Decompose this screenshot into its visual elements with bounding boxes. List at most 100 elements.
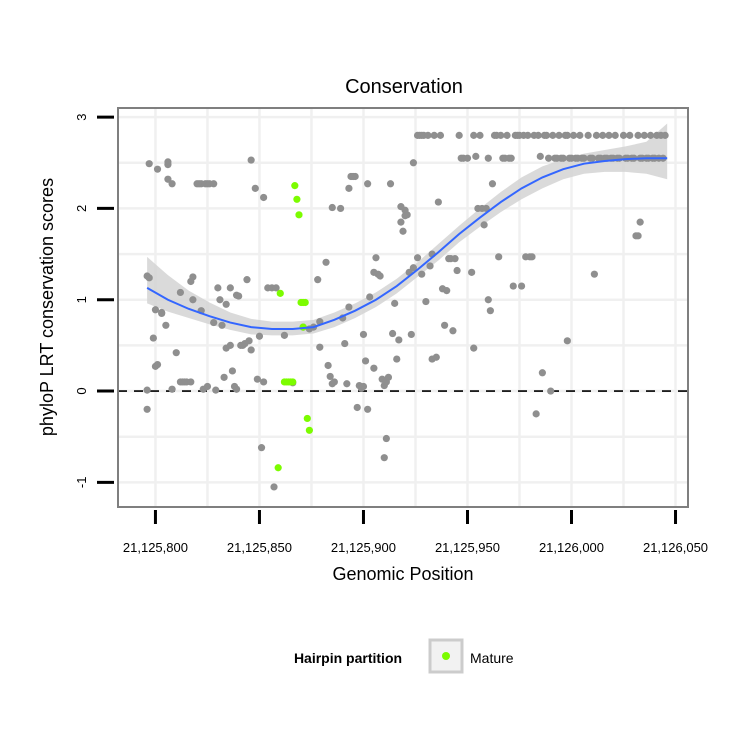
x-tick-label: 21,125,800 [123, 540, 188, 555]
data-point [563, 337, 571, 345]
data-point [164, 175, 172, 183]
data-point [397, 218, 405, 226]
data-point [497, 131, 505, 139]
x-tick-label: 21,125,950 [435, 540, 500, 555]
data-point [351, 172, 359, 181]
data-point [153, 165, 162, 173]
data-point [517, 282, 526, 290]
data-point [413, 254, 422, 262]
data-point [359, 382, 368, 391]
y-axis: -1 0 1 2 3 [74, 114, 114, 489]
data-point [212, 386, 220, 394]
data-point [455, 131, 463, 139]
data-point [203, 382, 212, 391]
data-point [210, 180, 218, 188]
x-tick-label: 21,125,900 [331, 540, 396, 555]
data-point [524, 131, 532, 139]
data-point [222, 300, 230, 308]
data-point [316, 343, 324, 351]
data-point [149, 334, 157, 342]
data-point [432, 353, 440, 361]
data-point [164, 158, 172, 166]
data-point [253, 375, 261, 383]
data-point [441, 321, 449, 329]
data-point [470, 344, 478, 352]
data-point [468, 268, 476, 276]
data-point [634, 232, 642, 240]
data-point [605, 131, 613, 139]
x-axis-label: Genomic Position [332, 564, 473, 584]
data-point [218, 321, 226, 329]
data-point [403, 211, 411, 219]
data-point [584, 131, 592, 139]
data-point [426, 262, 434, 270]
data-point [449, 327, 457, 335]
data-point [599, 131, 607, 139]
data-point [611, 131, 619, 139]
data-point [463, 154, 472, 162]
legend-label-mature: Mature [470, 650, 514, 666]
data-point [393, 355, 401, 363]
data-point [162, 321, 170, 329]
y-tick-label: 1 [74, 296, 89, 303]
data-point [372, 254, 380, 262]
data-point [168, 385, 176, 393]
data-point [451, 255, 459, 263]
data-point [326, 372, 334, 381]
data-point [636, 218, 644, 226]
data-point [409, 159, 418, 167]
data-point [280, 331, 289, 339]
data-point [534, 131, 542, 139]
data-point [472, 152, 480, 160]
data-point [482, 204, 490, 213]
x-tick-label: 21,126,050 [643, 540, 708, 555]
data-point [424, 131, 432, 139]
data-point [542, 131, 551, 139]
data-point [388, 329, 397, 338]
data-point-mature [291, 182, 299, 190]
data-point [370, 364, 378, 372]
data-point [436, 131, 445, 139]
confidence-ribbon [147, 123, 668, 336]
data-point [255, 332, 264, 340]
chart-title: Conservation [345, 76, 463, 98]
data-point [145, 160, 153, 168]
y-tick-label: 2 [74, 205, 89, 212]
confidence-band [147, 123, 668, 336]
data-point [634, 131, 642, 139]
data-point [366, 293, 374, 301]
data-point-mature [289, 378, 297, 386]
data-point [495, 253, 503, 261]
y-tick-label: -1 [74, 477, 89, 489]
data-point [353, 403, 361, 412]
data-point [145, 274, 153, 282]
data-point [210, 318, 218, 327]
data-point [418, 270, 426, 278]
data-point [176, 288, 185, 297]
data-point [509, 282, 517, 290]
data-point-mature [301, 298, 309, 307]
data-point [272, 284, 280, 292]
data-point [661, 131, 669, 139]
data-point [216, 296, 224, 304]
x-axis: 21,125,800 21,125,850 21,125,900 21,125,950… [123, 510, 708, 555]
data-point-mature [274, 464, 282, 472]
data-point [443, 287, 451, 295]
data-point [257, 444, 266, 452]
data-point [576, 131, 584, 139]
data-point [422, 297, 430, 306]
data-point [260, 193, 268, 202]
data-point [151, 306, 160, 314]
data-point [245, 337, 253, 345]
data-point [322, 258, 330, 266]
data-point [399, 227, 407, 235]
data-point [260, 378, 268, 386]
legend-key-mature-icon [442, 652, 450, 660]
data-point [314, 276, 322, 284]
data-point [407, 330, 415, 339]
data-point [563, 131, 571, 139]
data-point [549, 131, 557, 139]
data-point [409, 264, 418, 272]
data-point [153, 360, 162, 369]
data-point [247, 346, 255, 354]
